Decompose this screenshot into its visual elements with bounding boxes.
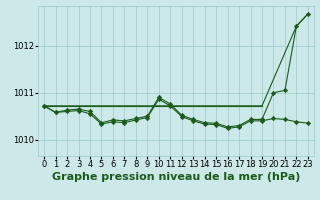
X-axis label: Graphe pression niveau de la mer (hPa): Graphe pression niveau de la mer (hPa) — [52, 172, 300, 182]
